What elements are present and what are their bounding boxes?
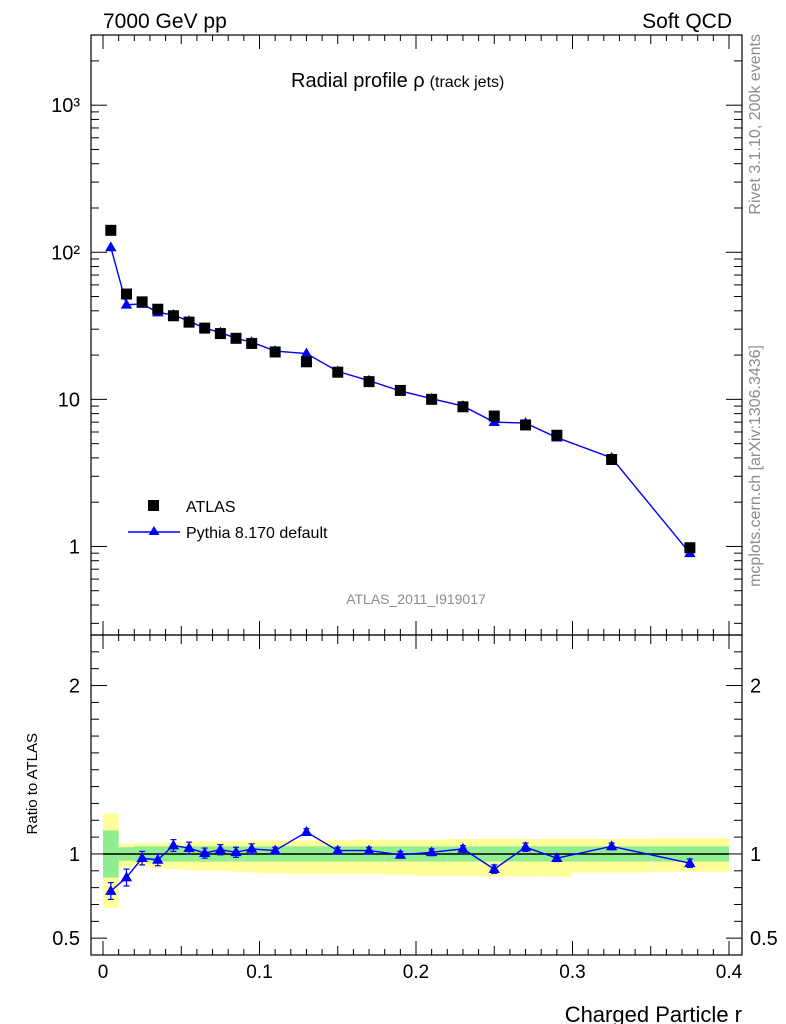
ratio-point: [605, 840, 618, 851]
atlas-point: [426, 393, 438, 405]
x-tick-label: 0: [98, 962, 109, 983]
atlas-point: [136, 296, 148, 308]
header-right: Soft QCD: [642, 10, 732, 33]
legend-marker-atlas: [148, 500, 159, 511]
ratio-frame: [90, 634, 743, 956]
mc-point: [105, 241, 117, 252]
atlas-point: [488, 410, 500, 422]
ratio-point: [684, 857, 696, 868]
atlas-point: [269, 346, 281, 358]
atlas-point: [167, 310, 179, 322]
ratio-point: [332, 844, 344, 855]
legend-label-atlas: ATLAS: [186, 499, 236, 516]
ratio-point: [363, 844, 375, 855]
chart-title-main: Radial profile ρ: [291, 70, 425, 92]
atlas-point: [300, 356, 312, 368]
ratio-point: [136, 852, 148, 863]
atlas-point: [551, 429, 563, 441]
ratio-point: [519, 841, 532, 852]
atlas-point: [520, 419, 532, 431]
legend-marker-pythia: [148, 526, 160, 535]
x-tick-label: 0.2: [403, 962, 429, 983]
x-tick-label: 0.4: [716, 962, 743, 983]
atlas-point: [214, 328, 226, 340]
analysis-label: ATLAS_2011_I919017: [346, 591, 486, 607]
ratio-series: [105, 826, 696, 901]
ratio-y-tick-label-right: 2: [750, 676, 761, 698]
ratio-point: [457, 842, 469, 853]
y-tick-label: 10²: [51, 242, 80, 264]
y-tick-label: 1: [69, 536, 80, 558]
atlas-point: [332, 366, 344, 378]
side-label-bottom: mcplots.cern.ch [arXiv:1306.3436]: [747, 345, 764, 587]
main-frame: [90, 34, 743, 636]
mc-line: [110, 247, 691, 554]
ratio-point: [551, 852, 563, 863]
ratio-y-tick-label-right: 0.5: [750, 928, 778, 950]
mc-point: [300, 347, 313, 358]
ratio-y-tick-label: 2: [69, 676, 80, 698]
atlas-point: [363, 376, 375, 388]
atlas-point: [105, 224, 117, 236]
ratio-point: [425, 846, 438, 857]
ratio-point: [199, 847, 211, 858]
ratio-point: [183, 842, 195, 852]
atlas-point: [199, 322, 211, 334]
axis-ticks: 0 0.1 0.2 0.3 0.4 1 10 10² 10³ 0.5 0.5 1 1 2 2: [51, 34, 778, 983]
ratio-line: [110, 831, 691, 892]
side-label-top: Rivet 3.1.10, 200k events: [747, 34, 764, 215]
atlas-point: [684, 542, 696, 554]
atlas-point: [152, 303, 164, 315]
ratio-point: [300, 826, 313, 836]
ratio-point: [120, 871, 133, 882]
chart-title: Radial profile ρ (track jets): [291, 70, 504, 92]
ratio-point: [269, 844, 281, 855]
ratio-point: [394, 848, 407, 859]
chart-title-sub: (track jets): [430, 74, 505, 91]
atlas-point: [183, 316, 195, 328]
header-left: 7000 GeV pp: [103, 10, 227, 33]
mc-point: [120, 298, 133, 309]
atlas-point: [457, 401, 469, 413]
atlas-point: [606, 454, 618, 466]
atlas-point: [230, 332, 242, 344]
atlas-point: [120, 288, 132, 300]
ratio-point: [245, 842, 258, 853]
x-tick-label: 0.3: [559, 962, 585, 983]
y-tick-label: 10³: [51, 95, 80, 117]
atlas-series: [105, 224, 696, 554]
atlas-point: [394, 384, 406, 396]
atlas-point: [246, 337, 258, 349]
ratio-point: [105, 885, 117, 895]
legend: ATLAS Pythia 8.170 default: [128, 499, 328, 542]
ratio-y-tick-label-right: 1: [750, 844, 761, 866]
x-tick-label: 0.1: [246, 962, 272, 983]
legend-label-pythia: Pythia 8.170 default: [186, 525, 328, 542]
ratio-y-tick-label: 0.5: [52, 928, 80, 950]
x-axis-label: Charged Particle r: [565, 1002, 742, 1024]
ratio-point: [488, 863, 500, 874]
ratio-point: [167, 839, 180, 850]
ratio-point: [152, 853, 164, 864]
ratio-y-tick-label: 1: [69, 844, 80, 866]
ratio-y-axis-label: Ratio to ATLAS: [24, 733, 41, 834]
ratio-point: [230, 846, 242, 857]
ratio-point: [214, 843, 227, 854]
y-tick-label: 10: [58, 389, 80, 411]
